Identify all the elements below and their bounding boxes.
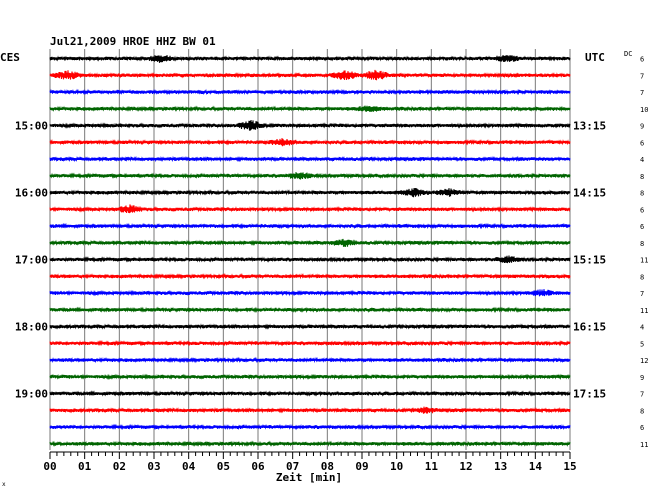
trace-row-12 [49,255,571,264]
x-tick-label: 11 [425,460,439,473]
trace-row-8 [49,188,571,198]
dc-value: 9 [640,374,644,382]
dc-value: 11 [640,257,648,265]
right-time-labels: 13:15 14:15 15:15 16:15 17:15 [573,120,606,401]
dc-value: 6 [640,223,644,231]
trace-row-4 [49,119,571,131]
left-time-label: 19:00 [15,388,48,401]
x-tick-label: 04 [182,460,196,473]
left-time-label: 17:00 [15,254,48,267]
chart-title: Jul21,2009 HROE HHZ BW 01 [50,35,216,48]
trace-row-7 [49,172,571,180]
x-tick-label: 00 [43,460,56,473]
dc-value: 8 [640,190,644,198]
trace-row-3 [49,105,571,112]
trace-row-11 [49,238,571,247]
trace-row-21 [49,406,571,414]
trace-row-19 [49,373,571,381]
dc-value: 7 [640,290,644,298]
x-tick-label: 05 [217,460,230,473]
trace-row-6 [49,155,571,163]
right-time-label: 15:15 [573,254,606,267]
right-timezone-label: UTC [585,51,605,64]
x-tick-label: 07 [286,460,299,473]
x-tick-label: 12 [459,460,472,473]
footnote-mark: x [2,481,6,488]
x-tick-label: 08 [321,460,334,473]
x-tick-label: 03 [147,460,160,473]
trace-row-22 [49,423,571,431]
right-time-label: 14:15 [573,187,606,200]
dc-value: 8 [640,407,644,415]
dc-value: 8 [640,240,644,248]
x-tick-label: 09 [355,460,368,473]
trace-row-2 [49,88,571,96]
dc-header: DC [624,50,632,58]
dc-offset-values: 6 7 7 10 9 6 4 8 8 6 6 8 11 8 7 11 4 5 12 9 7 8 6 11 [640,56,648,449]
trace-row-23 [49,440,571,447]
left-time-label: 18:00 [15,321,48,334]
trace-row-1 [49,69,571,81]
x-tick-label: 10 [390,460,403,473]
dc-value: 9 [640,123,644,131]
dc-value: 8 [640,173,644,181]
right-time-label: 13:15 [573,120,606,133]
dc-value: 4 [640,156,644,164]
left-time-labels: 15:00 16:00 17:00 18:00 19:00 [15,120,48,401]
x-tick-label: 02 [113,460,126,473]
trace-row-5 [49,138,571,147]
dc-value: 6 [640,139,644,147]
dc-value: 7 [640,72,644,80]
trace-row-14 [49,289,571,297]
x-tick-label: 14 [529,460,543,473]
dc-value: 11 [640,441,648,449]
dc-value: 6 [640,56,644,64]
dc-value: 10 [640,106,648,114]
left-time-label: 16:00 [15,187,48,200]
trace-row-20 [49,390,571,397]
trace-row-15 [49,306,571,314]
dc-value: 7 [640,89,644,97]
x-axis-label: Zeit [min] [276,471,342,484]
trace-row-18 [49,356,571,364]
x-tick-label: 13 [494,460,507,473]
x-tick-label: 06 [251,460,265,473]
dc-value: 7 [640,391,644,399]
right-time-label: 17:15 [573,388,606,401]
dc-value: 6 [640,206,644,214]
trace-row-13 [49,272,571,280]
left-time-label: 15:00 [15,120,48,133]
x-axis: 00 01 02 03 04 05 06 07 08 09 10 11 12 13 14 15 [43,451,577,473]
dc-value: 8 [640,273,644,281]
trace-row-10 [49,222,571,230]
minute-grid [49,49,571,450]
trace-row-0 [49,55,571,63]
right-time-label: 16:15 [573,321,606,334]
trace-row-16 [49,323,571,330]
left-timezone-label: CES [0,51,20,64]
seismic-traces [49,55,571,447]
dc-value: 4 [640,324,644,332]
x-tick-label: 15 [563,460,576,473]
trace-row-9 [49,204,571,214]
dc-value: 6 [640,424,644,432]
trace-row-17 [49,339,571,347]
dc-value: 11 [640,307,648,315]
dc-value: 12 [640,357,648,365]
x-tick-label: 01 [78,460,92,473]
dc-value: 5 [640,340,644,348]
